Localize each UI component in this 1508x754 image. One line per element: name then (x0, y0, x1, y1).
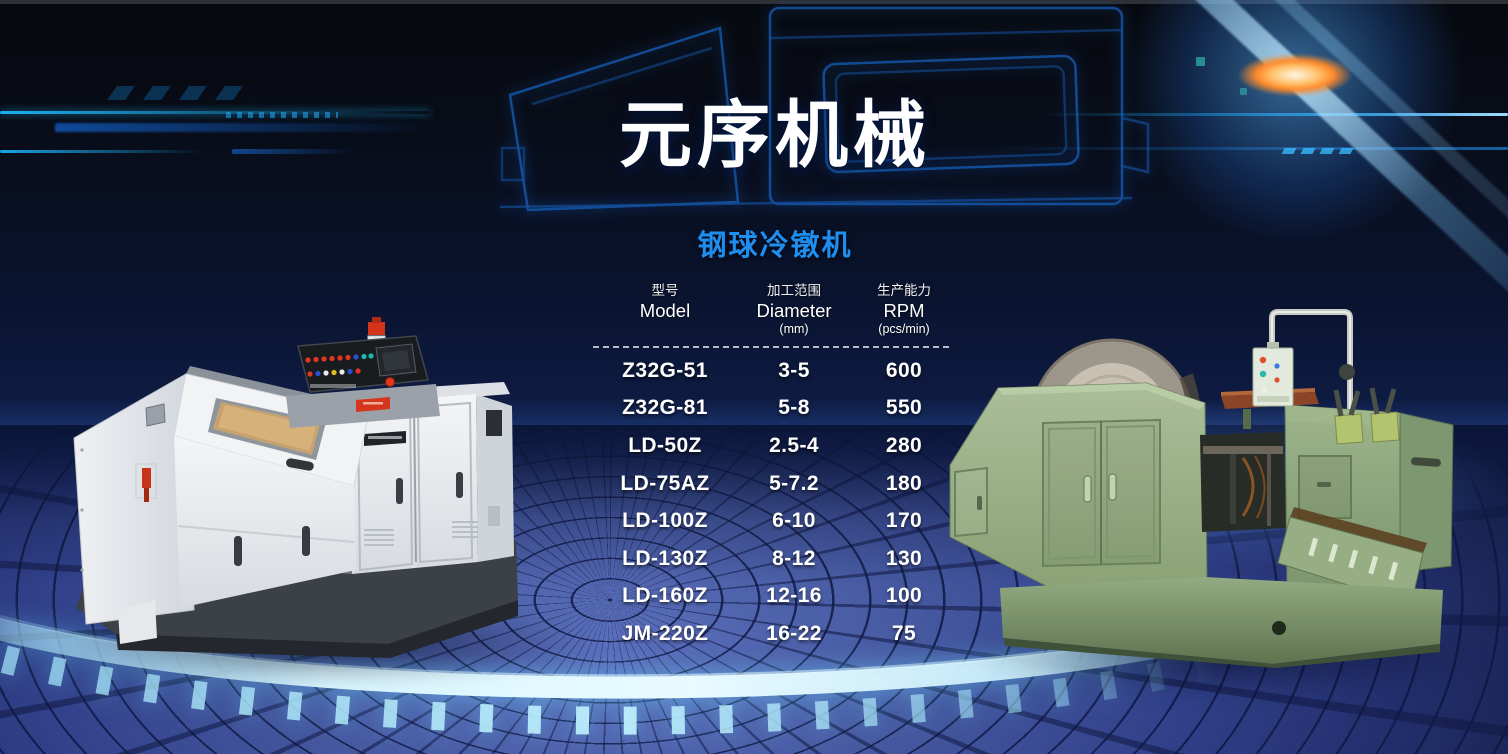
cell-rpm: 550 (885, 396, 923, 420)
cell-rpm: 170 (885, 509, 923, 533)
header-divider (593, 346, 949, 348)
top-strip (0, 0, 1508, 4)
glow-line (0, 150, 205, 153)
right-machine-image (949, 309, 1454, 668)
cell-diameter: 6-10 (772, 509, 816, 533)
cell-model: LD-75AZ (620, 471, 710, 495)
cell-model: Z32G-51 (622, 358, 708, 382)
table-row: Z32G-81 5-8 550 (593, 390, 957, 428)
cell-rpm: 100 (885, 584, 923, 608)
table-row: JM-220Z 16-22 75 (593, 615, 957, 653)
glow-line (0, 111, 430, 114)
circuit-ticks (226, 112, 338, 118)
left-machine-image (73, 317, 518, 658)
cell-rpm: 180 (885, 471, 923, 495)
cell-diameter: 5-7.2 (769, 471, 819, 495)
table-row: LD-160Z 12-16 100 (593, 578, 957, 616)
cell-diameter: 5-8 (778, 396, 810, 420)
cell-model: LD-50Z (628, 433, 702, 457)
col-header-model: 型号 Model (639, 283, 691, 321)
table-row: LD-100Z 6-10 170 (593, 502, 957, 540)
cell-rpm: 600 (885, 358, 923, 382)
glow-line (55, 123, 435, 132)
table-body: Z32G-51 3-5 600 Z32G-81 5-8 550 LD-50Z 2… (593, 352, 957, 653)
section-subtitle: 钢球冷镦机 (697, 230, 853, 262)
col-header-diameter: 加工范围 Diameter (mm) (756, 283, 832, 336)
cell-diameter: 16-22 (766, 621, 822, 645)
cell-diameter: 2.5-4 (769, 433, 819, 457)
spec-table: 型号 Model 加工范围 Diameter (mm) 生产能力 RPM (pc… (593, 282, 957, 653)
table-header: 型号 Model 加工范围 Diameter (mm) 生产能力 RPM (pc… (593, 282, 957, 336)
cell-model: Z32G-81 (622, 396, 708, 420)
cell-diameter: 12-16 (766, 584, 822, 608)
cell-model: LD-160Z (622, 584, 708, 608)
cell-model: LD-130Z (622, 546, 708, 570)
col-header-rpm: 生产能力 RPM (pcs/min) (877, 283, 931, 336)
cell-diameter: 3-5 (778, 358, 810, 382)
cell-model: JM-220Z (621, 621, 709, 645)
table-row: LD-130Z 8-12 130 (593, 540, 957, 578)
cell-rpm: 280 (885, 433, 923, 457)
circuit-slashes (107, 86, 247, 100)
table-row: Z32G-51 3-5 600 (593, 352, 957, 390)
table-row: LD-50Z 2.5-4 280 (593, 427, 957, 465)
lens-flare-core (1215, 45, 1375, 105)
cell-model: LD-100Z (622, 509, 708, 533)
cell-rpm: 75 (891, 621, 917, 645)
cell-diameter: 8-12 (772, 546, 816, 570)
cell-rpm: 130 (885, 546, 923, 570)
table-row: LD-75AZ 5-7.2 180 (593, 465, 957, 503)
glow-line (232, 149, 352, 154)
page-title: 元序机械 (619, 95, 931, 176)
